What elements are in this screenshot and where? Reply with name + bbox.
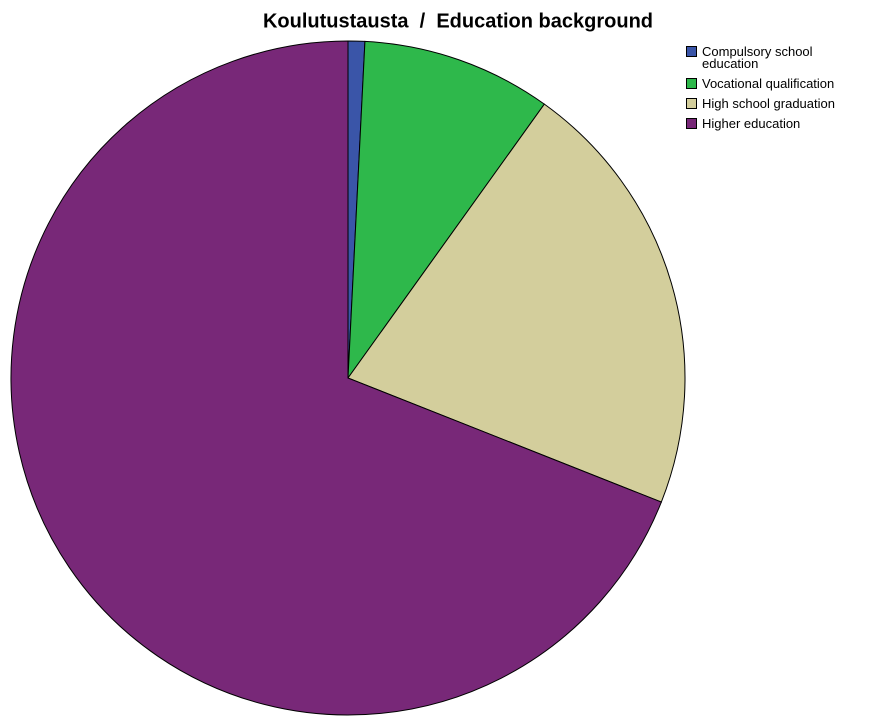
chart-title: Koulutustausta / Education background <box>263 10 653 32</box>
legend-swatch <box>686 78 697 89</box>
legend-swatch <box>686 46 697 57</box>
pie-slice <box>347 103 686 503</box>
legend-label: Vocational qualification <box>702 76 835 91</box>
legend: Compulsory school education Vocational qu… <box>686 44 835 138</box>
legend-swatch <box>686 118 697 129</box>
legend-item: Higher education <box>686 116 835 131</box>
legend-item: Compulsory school education <box>686 44 835 71</box>
legend-label: High school graduation <box>702 96 835 111</box>
pie-slice <box>347 40 546 380</box>
legend-item: High school graduation <box>686 96 835 111</box>
pie-slice <box>10 40 662 716</box>
pie <box>10 40 686 716</box>
legend-label: Higher education <box>702 116 801 131</box>
legend-swatch <box>686 98 697 109</box>
legend-item: Vocational qualification <box>686 76 835 91</box>
legend-label: Compulsory school education <box>702 44 813 71</box>
